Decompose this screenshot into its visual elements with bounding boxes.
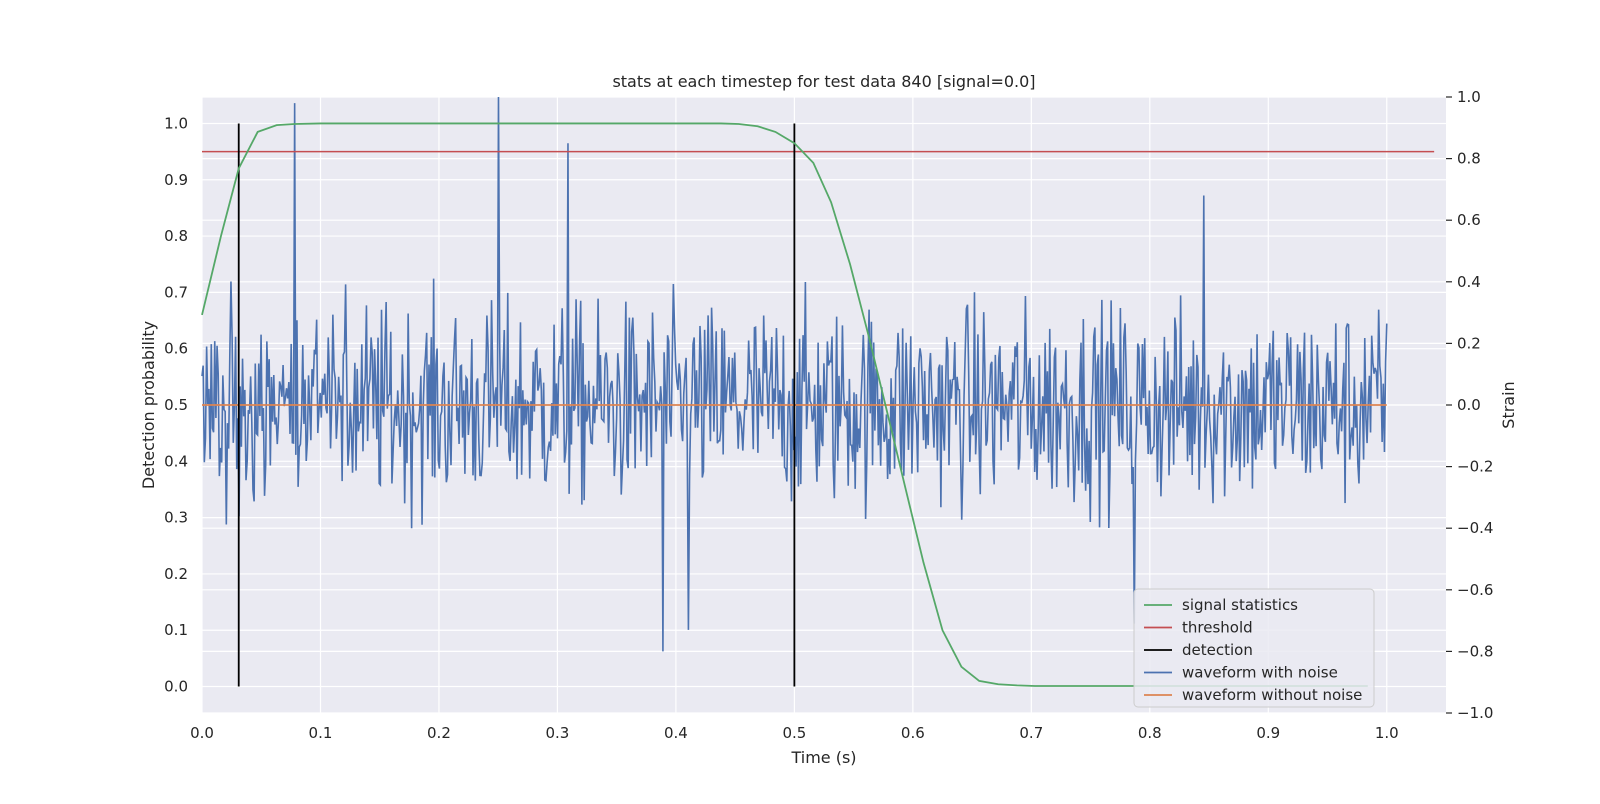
- y-tick-label: 0.1: [164, 621, 188, 639]
- legend-label: signal statistics: [1182, 596, 1298, 614]
- legend-label: detection: [1182, 641, 1253, 659]
- legend-box: [1133, 588, 1375, 708]
- legend-label: waveform with noise: [1182, 664, 1338, 682]
- y2-tick-label: 0.4: [1457, 273, 1481, 291]
- y2-tick-label: −0.4: [1457, 519, 1493, 537]
- legend-label: waveform without noise: [1182, 686, 1362, 704]
- y2-tick-label: −0.6: [1457, 581, 1493, 599]
- x-tick-label: 0.5: [782, 724, 806, 742]
- y2-tick-label: 0.8: [1457, 150, 1481, 168]
- y2-tick-label: −1.0: [1457, 704, 1493, 722]
- x-axis-label: Time (s): [790, 748, 856, 767]
- y-tick-label: 0.3: [164, 509, 188, 527]
- x-tick-label: 0.4: [664, 724, 688, 742]
- x-tick-label: 0.3: [545, 724, 569, 742]
- legend-label: threshold: [1182, 619, 1253, 637]
- y-tick-label: 0.0: [164, 678, 188, 696]
- y2-tick-label: 0.6: [1457, 211, 1481, 229]
- y-tick-label: 0.9: [164, 171, 188, 189]
- y2-tick-label: 0.2: [1457, 334, 1481, 352]
- y-tick-label: 0.4: [164, 452, 188, 470]
- chart-title: stats at each timestep for test data 840…: [612, 72, 1035, 91]
- y-tick-label: 0.2: [164, 565, 188, 583]
- y2-tick-label: 0.0: [1457, 396, 1481, 414]
- y2-tick-label: −0.2: [1457, 458, 1493, 476]
- series-signal-statistics: [201, 122, 1368, 687]
- y-axis-label: Detection probability: [139, 321, 158, 489]
- y-tick-label: 0.8: [164, 227, 188, 245]
- x-tick-label: 0.9: [1256, 724, 1280, 742]
- y2-axis-label: Strain: [1499, 381, 1518, 428]
- y-tick-label: 0.7: [164, 283, 188, 301]
- x-tick-label: 0.0: [190, 724, 214, 742]
- y2-tick-label: −0.8: [1457, 642, 1493, 660]
- x-tick-label: 0.7: [1019, 724, 1043, 742]
- axes-layer: 0.0 0.1 0.2 0.3 0.4 0.5 0.6 0.7 0.8 0.9 1.0 0.0 0.1 0…: [164, 88, 1493, 742]
- x-tick-label: 0.1: [309, 724, 333, 742]
- x-tick-label: 0.6: [901, 724, 925, 742]
- y-tick-label: 1.0: [164, 114, 188, 132]
- x-tick-label: 1.0: [1375, 724, 1399, 742]
- y-tick-label: 0.6: [164, 340, 188, 358]
- series-layer: [201, 96, 1435, 687]
- y2-tick-label: 1.0: [1457, 88, 1481, 106]
- x-tick-label: 0.2: [427, 724, 451, 742]
- x-tick-label: 0.8: [1138, 724, 1162, 742]
- y-tick-label: 0.5: [164, 396, 188, 414]
- legend: signal statistics threshold detection wavef…: [1133, 588, 1375, 708]
